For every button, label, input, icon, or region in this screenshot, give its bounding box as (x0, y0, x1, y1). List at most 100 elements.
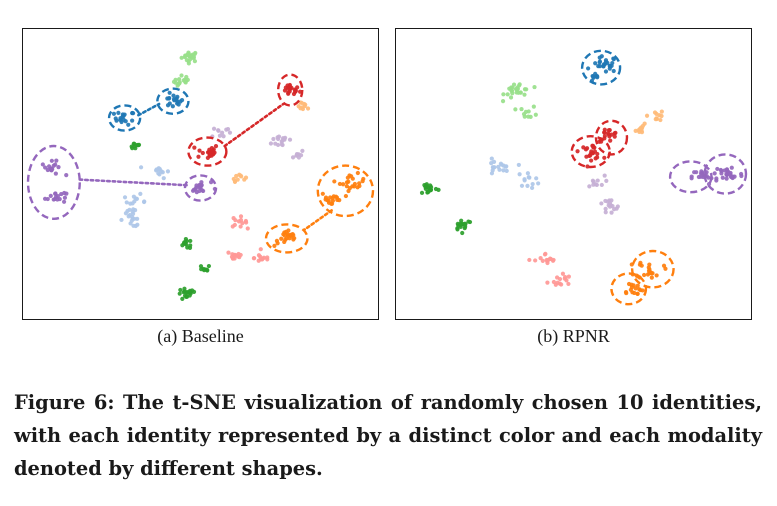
data-point (343, 193, 349, 199)
data-point (271, 136, 276, 142)
data-point (345, 175, 350, 180)
data-point (182, 286, 187, 291)
data-point (601, 64, 606, 69)
data-point (566, 274, 571, 279)
point-cluster (290, 148, 305, 160)
data-point (584, 154, 589, 159)
panel-caption-baseline: (a) Baseline (157, 326, 244, 346)
data-point (508, 95, 514, 100)
data-point (575, 149, 580, 154)
point-cluster (597, 127, 618, 144)
data-point (519, 183, 525, 188)
data-point (659, 113, 664, 119)
data-point (419, 190, 425, 195)
data-point (119, 119, 124, 125)
point-cluster (272, 228, 297, 248)
data-point (138, 165, 144, 170)
data-point (272, 243, 277, 248)
data-point (61, 199, 67, 204)
data-point (554, 275, 560, 280)
data-point (612, 207, 617, 212)
tsne-plot-rpnr (395, 28, 752, 320)
data-point (587, 184, 592, 189)
data-point (292, 236, 297, 241)
data-point (729, 175, 734, 180)
data-point (599, 182, 604, 188)
data-point (347, 186, 352, 191)
data-point (642, 272, 647, 278)
data-point (138, 191, 143, 196)
cluster-highlight-ellipse (610, 272, 648, 306)
data-point (176, 81, 181, 87)
data-point (460, 230, 465, 236)
data-point (689, 176, 694, 181)
data-point (302, 101, 307, 107)
data-point (459, 218, 464, 223)
data-point (286, 91, 291, 96)
data-point (216, 128, 221, 133)
data-point (642, 121, 647, 126)
data-point (287, 137, 293, 142)
data-point (548, 256, 553, 262)
data-point (287, 236, 292, 241)
data-point (192, 145, 197, 150)
point-cluster (42, 190, 69, 204)
cluster-highlight-ellipse (580, 49, 622, 86)
data-point (232, 252, 237, 257)
data-point (341, 182, 346, 187)
data-point (612, 134, 617, 139)
data-point (180, 296, 185, 301)
data-point (268, 141, 274, 146)
data-point (179, 98, 185, 103)
cluster-highlight-ellipse (264, 223, 309, 254)
data-point (167, 90, 172, 95)
data-point (298, 153, 304, 158)
data-point (726, 170, 731, 175)
point-cluster (111, 110, 136, 127)
point-cluster (489, 156, 521, 176)
data-point (159, 169, 164, 174)
data-point (603, 69, 609, 74)
data-point (652, 110, 658, 115)
data-point (609, 210, 614, 215)
data-point (190, 188, 196, 193)
data-point (199, 188, 205, 193)
point-cluster (192, 144, 219, 160)
cluster-highlight-ellipse (668, 160, 713, 194)
data-point (179, 55, 184, 60)
panel-baseline: (a) Baseline (22, 28, 379, 347)
data-point (178, 287, 183, 293)
data-point (637, 287, 642, 292)
data-point (527, 175, 532, 180)
point-cluster (455, 218, 473, 236)
point-cluster (40, 158, 69, 178)
data-point (545, 280, 550, 285)
data-point (714, 176, 719, 181)
data-point (719, 168, 724, 174)
point-cluster (320, 191, 342, 206)
tsne-plot-baseline (22, 28, 379, 320)
data-point (566, 281, 571, 287)
data-point (507, 86, 512, 91)
data-point (501, 168, 506, 173)
data-point (51, 163, 56, 168)
data-point (489, 156, 494, 161)
data-point (292, 89, 298, 95)
data-point (52, 196, 57, 202)
data-point (633, 286, 638, 291)
data-point (198, 264, 204, 269)
data-point (176, 102, 181, 107)
data-point (722, 168, 727, 173)
data-point (265, 255, 270, 260)
point-cluster (129, 141, 142, 151)
point-cluster (268, 134, 293, 148)
data-point (603, 60, 608, 65)
data-point (654, 116, 659, 122)
data-point (226, 250, 231, 255)
data-point (525, 183, 530, 188)
data-point (295, 85, 300, 90)
data-point (344, 180, 350, 185)
data-point (607, 201, 613, 206)
panel-rpnr: (b) RPNR (395, 28, 752, 347)
data-point (213, 144, 219, 149)
